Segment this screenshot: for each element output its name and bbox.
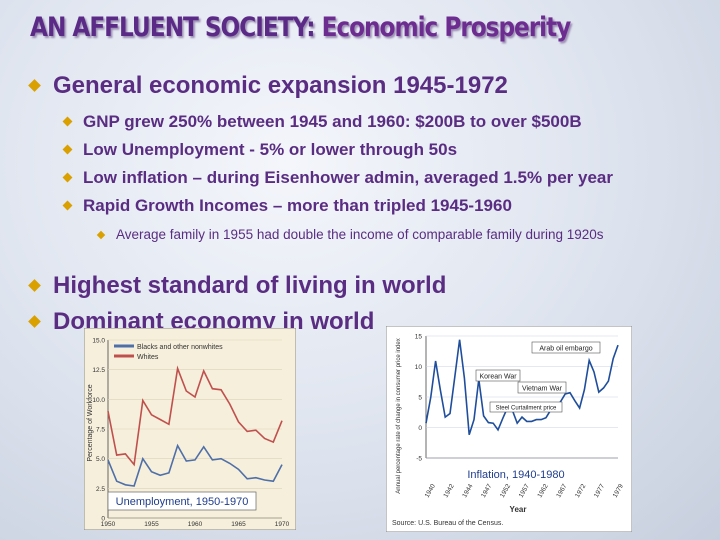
diamond-bullet-icon [28,279,41,292]
y-tick-label: 7.5 [96,427,105,434]
y-tick-label: 5.0 [96,456,105,463]
unemployment-lines [107,365,283,487]
inflation-xlabel: Year [510,505,527,514]
bullet-gnp: GNP grew 250% between 1945 and 1960: $20… [62,112,582,132]
bullet-inflation: Low inflation – during Eisenhower admin,… [62,168,613,188]
title-part2: Economic Prosperity [321,12,572,43]
inflation-source: Source: U.S. Bureau of the Census. [392,520,503,527]
chart-background [386,326,632,532]
y-tick-label: 10 [415,364,423,371]
diamond-bullet-icon [96,230,106,240]
legend-label-whites: Whites [137,354,159,361]
inflation-series-line [425,339,619,436]
diamond-bullet-icon [28,315,41,328]
y-tick-label: 5 [418,395,422,402]
bullet-text: Highest standard of living in world [53,272,447,299]
bullet-text: GNP grew 250% between 1945 and 1960: $20… [83,112,582,131]
y-tick-label: 10.0 [92,397,105,404]
bullet-text: General economic expansion 1945-1972 [53,72,508,99]
bullet-standard-of-living: Highest standard of living in world [28,272,447,300]
y-tick-label: -5 [416,456,422,463]
y-tick-label: 0 [418,425,422,432]
y-tick-label: 15 [415,334,423,341]
diamond-bullet-icon [28,79,41,92]
x-tick-label: 1970 [275,521,290,528]
y-tick-label: 12.5 [92,367,105,374]
unemployment-chart: 0 2.5 5.0 7.5 10.0 12.5 15.0 1950 1955 1960 1965 19… [84,328,296,530]
bullet-incomes: Rapid Growth Incomes – more than tripled… [62,196,512,216]
title-part1: AN AFFLUENT SOCIETY: [30,12,316,43]
series-line-1 [107,443,283,487]
caption-box [107,491,257,511]
bullet-unemployment: Low Unemployment - 5% or lower through 5… [62,140,458,160]
inflation-chart: Annual percentage rate of change in cons… [386,326,632,532]
unemployment-legend: Blacks and other nonwhites Whites [114,344,223,361]
bullet-text: Rapid Growth Incomes – more than tripled… [83,196,512,215]
bullet-text: Low inflation – during Eisenhower admin,… [83,168,613,187]
inflation-ylabel: Annual percentage rate of change in cons… [396,338,402,493]
diamond-bullet-icon [62,116,73,127]
diamond-bullet-icon [62,172,73,183]
unemployment-ylabel: Percentage of Workforce [87,384,94,461]
annotation-arab-oil-embargo: Arab oil embargo [539,346,592,353]
bullet-text: Low Unemployment - 5% or lower through 5… [83,140,458,159]
diamond-bullet-icon [62,144,73,155]
x-tick-label: 1950 [101,521,116,528]
annotation-vietnam-war: Vietnam War [522,386,563,393]
inflation-caption: Inflation, 1940-1980 [467,469,564,481]
slide-title: AN AFFLUENT SOCIETY: Economic Prosperity [30,12,572,43]
legend-label-nonwhite: Blacks and other nonwhites [137,344,223,351]
annotation-steel: Steel Curtailment price [496,406,557,412]
bullet-family-income: Average family in 1955 had double the in… [96,226,678,244]
y-tick-label: 0 [101,516,105,523]
unemployment-caption: Unemployment, 1950-1970 [116,496,249,508]
bullet-text: Average family in 1955 had double the in… [116,227,604,242]
x-tick-label: 1960 [188,521,203,528]
inflation-annotations: Arab oil embargo Korean War Vietnam War … [475,341,601,413]
diamond-bullet-icon [62,200,73,211]
bullet-economic-expansion: General economic expansion 1945-1972 [28,72,508,100]
x-tick-label: 1955 [144,521,159,528]
y-tick-label: 2.5 [96,486,105,493]
series-line-0 [107,365,283,467]
y-tick-label: 15.0 [92,338,105,345]
inflation-lines [425,339,619,436]
annotation-korean-war: Korean War [479,374,517,381]
x-tick-label: 1965 [231,521,246,528]
